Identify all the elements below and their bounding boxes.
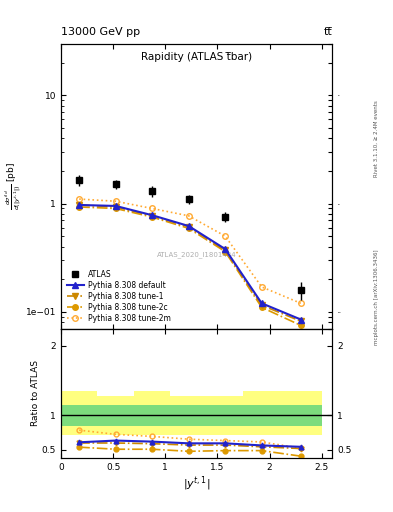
Text: Rivet 3.1.10, ≥ 2.4M events: Rivet 3.1.10, ≥ 2.4M events (374, 100, 379, 177)
X-axis label: $|y^{t,1}|$: $|y^{t,1}|$ (183, 475, 210, 494)
Y-axis label: $\frac{d\sigma^{fid}}{d(|y^{t,1}|)}$ [pb]: $\frac{d\sigma^{fid}}{d(|y^{t,1}|)}$ [pb… (4, 162, 24, 210)
Text: tt̅: tt̅ (323, 27, 332, 37)
Text: 13000 GeV pp: 13000 GeV pp (61, 27, 140, 37)
Text: ATLAS_2020_I1801434: ATLAS_2020_I1801434 (157, 251, 236, 258)
Legend: ATLAS, Pythia 8.308 default, Pythia 8.308 tune-1, Pythia 8.308 tune-2c, Pythia 8: ATLAS, Pythia 8.308 default, Pythia 8.30… (65, 268, 173, 325)
Y-axis label: Ratio to ATLAS: Ratio to ATLAS (31, 360, 40, 426)
Text: mcplots.cern.ch [arXiv:1306.3436]: mcplots.cern.ch [arXiv:1306.3436] (374, 249, 379, 345)
Text: Rapidity (ATLAS t̅bar): Rapidity (ATLAS t̅bar) (141, 52, 252, 62)
